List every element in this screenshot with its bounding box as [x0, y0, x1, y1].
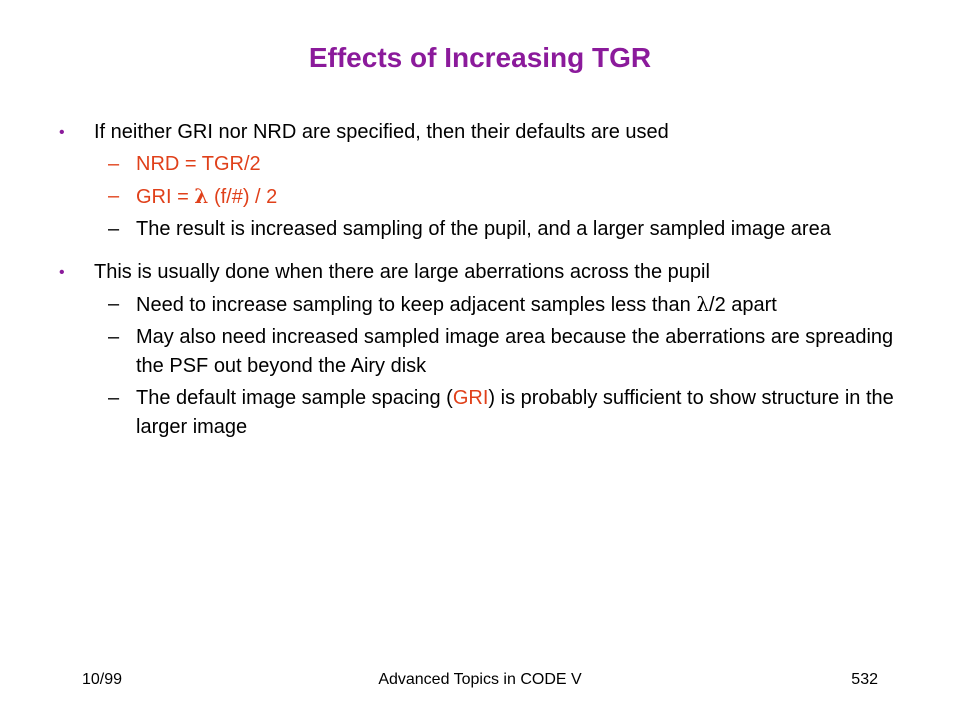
sub-dash: –: [108, 387, 120, 409]
sub-dash: –: [108, 293, 120, 315]
sub-text: The result is increased sampling of the …: [136, 218, 831, 240]
sub-dash: –: [108, 185, 120, 207]
lambda-symbol: λ: [696, 292, 710, 316]
group-spacer: [0, 244, 960, 258]
sub-dash: –: [108, 218, 120, 240]
sub-dash: –: [108, 326, 120, 348]
footer-course: Advanced Topics in CODE V: [378, 671, 582, 688]
footer-page-number: 532: [851, 671, 878, 688]
lambda-symbol: λ: [194, 184, 209, 208]
sub-text-suffix: ) is probably sufficient to show structu…: [136, 387, 894, 438]
bullet-marker: •: [59, 264, 65, 281]
bullet-marker: •: [59, 124, 65, 141]
sub-text: May also need increased sampled image ar…: [136, 326, 894, 377]
sub-text-prefix: GRI =: [136, 186, 195, 208]
bullet-item-aberrations: • This is usually done when there are la…: [0, 258, 960, 287]
slide-content: • If neither GRI nor NRD are specified, …: [0, 118, 960, 442]
sub-item-image-area: – May also need increased sampled image …: [0, 323, 960, 381]
bullet-text: This is usually done when there are larg…: [94, 261, 710, 283]
footer-date: 10/99: [82, 671, 123, 688]
sub-item-result: – The result is increased sampling of th…: [0, 215, 960, 244]
sub-item-nrd-default: – NRD = TGR/2: [0, 150, 960, 179]
bullet-item-defaults: • If neither GRI nor NRD are specified, …: [0, 118, 960, 147]
bullet-text: If neither GRI nor NRD are specified, th…: [94, 121, 669, 143]
sub-text: NRD = TGR/2: [136, 153, 261, 175]
sub-text-suffix: /2 apart: [709, 294, 777, 316]
sub-item-sample-spacing: – The default image sample spacing (GRI)…: [0, 384, 960, 442]
sub-text-suffix: (f/#) / 2: [208, 186, 278, 208]
gri-highlight: GRI: [452, 387, 489, 409]
slide-title: Effects of Increasing TGR: [308, 42, 652, 73]
sub-dash: –: [108, 153, 120, 175]
sub-text-prefix: Need to increase sampling to keep adjace…: [136, 294, 697, 316]
sub-item-gri-default: – GRI = λ (f/#) / 2: [0, 182, 960, 212]
sub-text-prefix: The default image sample spacing (: [136, 387, 453, 409]
sub-item-sampling: – Need to increase sampling to keep adja…: [0, 290, 960, 320]
